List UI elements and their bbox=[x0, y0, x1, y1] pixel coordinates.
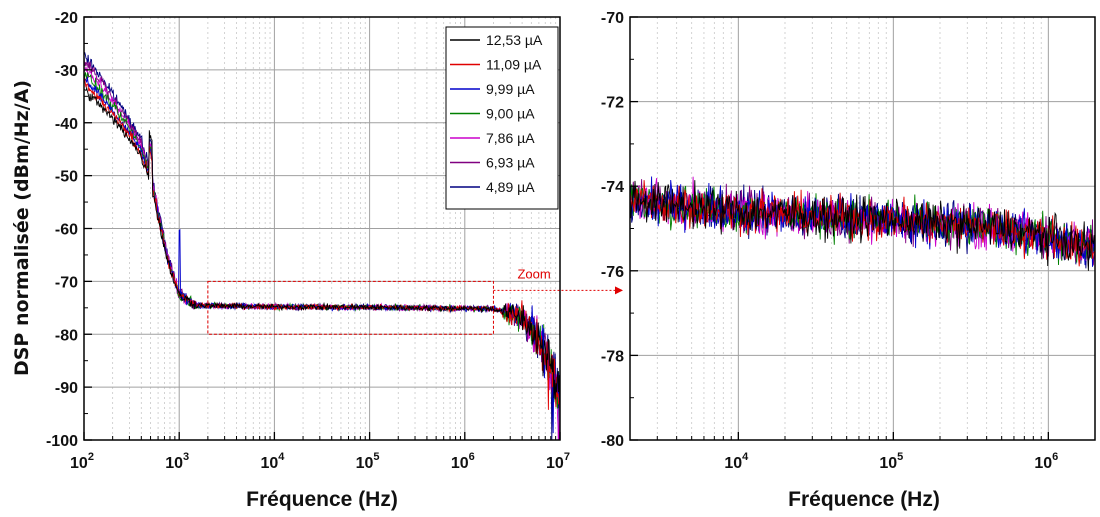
main-chart-x-tick-base: 10 bbox=[356, 455, 374, 472]
zoom-chart: 104 105 106 -70-72-74-76-78-80 Fréquence (… bbox=[601, 10, 1096, 511]
main-chart-y-tick-label: -40 bbox=[55, 116, 78, 133]
main-chart-y-tick-label: -80 bbox=[55, 327, 78, 344]
zoom-chart-y-tick-label: -74 bbox=[601, 179, 624, 196]
zoom-chart-x-tick-exp: 6 bbox=[1052, 451, 1058, 463]
main-chart-x-tick-exp: 7 bbox=[564, 451, 570, 463]
zoom-chart-ticks bbox=[630, 16, 1049, 441]
main-chart-y-tick-label: -50 bbox=[55, 169, 78, 186]
legend-label: 4,89 µA bbox=[486, 179, 535, 195]
zoom-chart-x-tick-base: 10 bbox=[724, 455, 742, 472]
main-chart-x-tick-label: 103 bbox=[165, 451, 189, 472]
main-chart-y-tick-label: -100 bbox=[46, 433, 78, 450]
legend-box bbox=[445, 26, 559, 210]
main-chart-y-tick-label: -70 bbox=[55, 274, 78, 291]
main-chart-x-tick-exp: 4 bbox=[278, 451, 285, 463]
main-chart-x-tick-label: 104 bbox=[260, 451, 285, 472]
legend-label: 9,99 µA bbox=[486, 81, 535, 97]
main-chart-y-tick-label: -90 bbox=[55, 380, 78, 397]
main-chart-x-axis-label: Fréquence (Hz) bbox=[246, 488, 398, 511]
main-chart-x-tick-labels: 102 103 104 105 106 107 bbox=[70, 451, 570, 472]
main-chart-x-tick-exp: 5 bbox=[373, 451, 379, 463]
main-chart-series-line bbox=[84, 86, 560, 415]
zoom-annotation: Zoom bbox=[207, 266, 623, 335]
main-chart-x-tick-base: 10 bbox=[260, 455, 278, 472]
zoom-chart-x-tick-exp: 5 bbox=[897, 451, 903, 463]
legend-label: 9,00 µA bbox=[486, 106, 535, 122]
main-chart-x-tick-label: 105 bbox=[356, 451, 380, 472]
zoom-chart-series-line bbox=[630, 180, 1095, 267]
zoom-chart-y-tick-label: -80 bbox=[601, 433, 624, 450]
main-chart-x-tick-base: 10 bbox=[546, 455, 564, 472]
zoom-chart-y-tick-label: -70 bbox=[601, 10, 624, 27]
main-chart-x-tick-label: 102 bbox=[70, 451, 94, 472]
main-chart-x-tick-label: 107 bbox=[546, 451, 570, 472]
main-chart-series bbox=[84, 52, 560, 440]
main-chart-y-tick-label: -60 bbox=[55, 222, 78, 239]
main-chart-y-axis-label: DSP normalisée (dBm/Hz/A) bbox=[11, 80, 33, 376]
zoom-label: Zoom bbox=[517, 266, 550, 281]
zoom-chart-series bbox=[630, 176, 1095, 271]
main-chart-y-tick-labels: -20 -30 -40 -50 -60 -70 -80 -90 -100 bbox=[46, 10, 78, 450]
legend: 12,53 µA 11,09 µA 9,99 µA 9,00 µA 7,86 µA 6,9… bbox=[445, 26, 559, 210]
main-chart-x-tick-label: 106 bbox=[451, 451, 475, 472]
zoom-chart-x-tick-labels: 104 105 106 bbox=[724, 451, 1058, 472]
legend-label: 6,93 µA bbox=[486, 155, 535, 171]
legend-label: 7,86 µA bbox=[486, 130, 535, 146]
zoom-chart-y-tick-label: -72 bbox=[601, 95, 624, 112]
zoom-chart-x-tick-base: 10 bbox=[879, 455, 897, 472]
legend-label: 12,53 µA bbox=[486, 32, 543, 48]
zoom-chart-x-tick-base: 10 bbox=[1034, 455, 1052, 472]
main-chart-x-tick-base: 10 bbox=[70, 455, 88, 472]
zoom-chart-x-tick-label: 105 bbox=[879, 451, 903, 472]
main-chart-x-tick-base: 10 bbox=[165, 455, 183, 472]
main-chart-y-tick-label: -30 bbox=[55, 63, 78, 80]
zoom-chart-y-tick-label: -76 bbox=[601, 264, 624, 281]
zoom-chart-y-tick-label: -78 bbox=[601, 348, 624, 365]
zoom-chart-y-tick-labels: -70 -72 -74 -76 -78 -80 bbox=[601, 10, 624, 450]
zoom-box bbox=[207, 280, 494, 335]
main-chart-x-tick-base: 10 bbox=[451, 455, 469, 472]
legend-items: 12,53 µA 11,09 µA 9,99 µA 9,00 µA 7,86 µA 6,9… bbox=[450, 32, 543, 195]
main-chart-x-tick-exp: 3 bbox=[183, 451, 189, 463]
legend-label: 11,09 µA bbox=[486, 57, 542, 73]
zoom-chart-x-tick-label: 106 bbox=[1034, 451, 1058, 472]
zoom-chart-series-line bbox=[630, 180, 1095, 271]
zoom-chart-x-axis-label: Fréquence (Hz) bbox=[788, 488, 940, 511]
main-chart-x-tick-exp: 6 bbox=[469, 451, 475, 463]
zoom-chart-x-tick-label: 104 bbox=[724, 451, 749, 472]
main-chart: 102 103 104 105 106 107 -20-30-40-50-60-70-80… bbox=[11, 10, 623, 511]
zoom-chart-x-tick-exp: 4 bbox=[742, 451, 749, 463]
main-chart-ticks bbox=[83, 16, 561, 441]
main-chart-x-tick-exp: 2 bbox=[88, 451, 94, 463]
main-chart-y-tick-label: -20 bbox=[55, 10, 78, 27]
